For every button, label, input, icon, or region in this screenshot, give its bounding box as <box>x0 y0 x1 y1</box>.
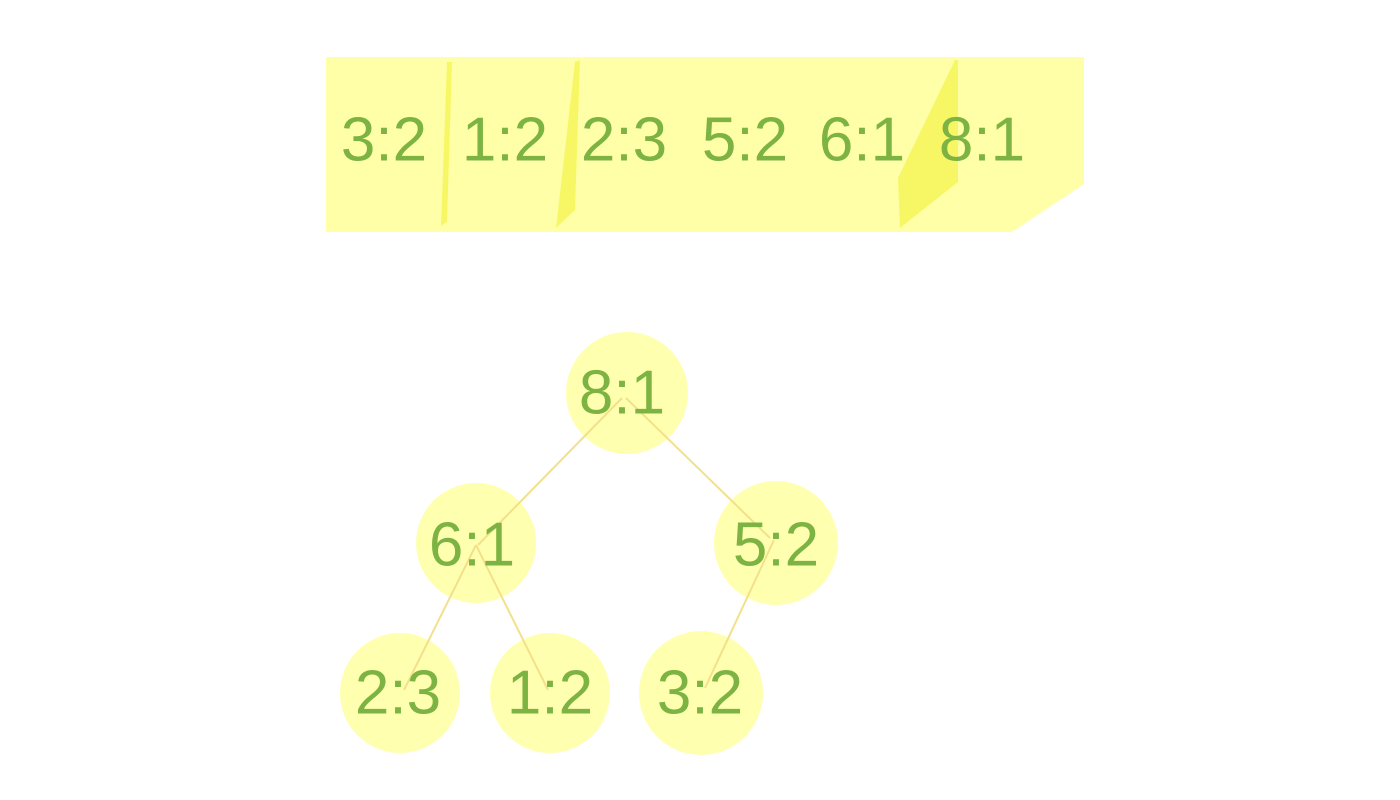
heap-tree: 8:1 6:1 5:2 2:3 1:2 3:2 <box>340 332 838 755</box>
tree-node-left-right <box>490 633 610 753</box>
tree-node-left-left <box>340 633 460 753</box>
tree-node-label: 1:2 <box>507 659 593 728</box>
tree-node-label: 6:1 <box>429 511 515 580</box>
tree-edge <box>477 397 623 546</box>
array-divider-1 <box>441 62 452 226</box>
array-item: 3:2 <box>341 106 427 175</box>
array-divider-2 <box>556 60 580 228</box>
tree-edge <box>704 539 775 689</box>
array-item: 5:2 <box>702 106 788 175</box>
tree-node-left <box>416 483 536 603</box>
array-background <box>326 57 1084 232</box>
array-item: 8:1 <box>939 106 1025 175</box>
array-item: 6:1 <box>819 106 905 175</box>
array-strip: 3:2 1:2 2:3 5:2 6:1 8:1 <box>326 57 1084 232</box>
tree-edge <box>403 544 477 691</box>
array-item: 1:2 <box>462 106 548 175</box>
tree-node-label: 8:1 <box>579 359 665 428</box>
array-divider-3 <box>898 60 958 228</box>
tree-node-label: 3:2 <box>657 659 743 728</box>
tree-node-right <box>714 481 838 605</box>
tree-node-label: 5:2 <box>733 511 819 580</box>
tree-edge <box>475 544 549 691</box>
array-item: 2:3 <box>581 106 667 175</box>
tree-node-label: 2:3 <box>355 659 441 728</box>
tree-edge <box>625 397 771 539</box>
tree-node-right-left <box>639 631 763 755</box>
